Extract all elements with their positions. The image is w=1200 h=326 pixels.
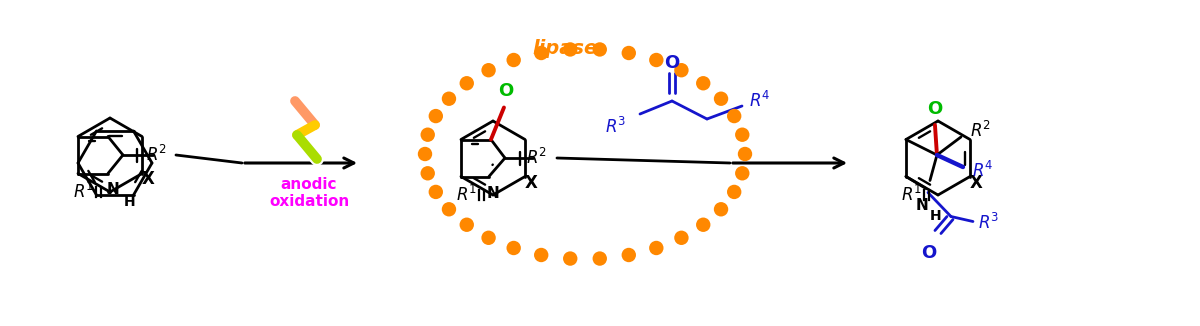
Circle shape [481,63,496,77]
Circle shape [736,166,750,181]
Circle shape [714,92,728,106]
Circle shape [622,46,636,60]
Circle shape [442,92,456,106]
Text: X: X [142,170,155,188]
Text: $R^1$: $R^1$ [456,185,478,205]
Circle shape [696,76,710,90]
Circle shape [727,109,742,123]
Circle shape [649,53,664,67]
Circle shape [420,127,434,142]
Text: $R^2$: $R^2$ [527,148,547,168]
Text: H: H [930,210,942,224]
Circle shape [736,127,750,142]
Text: $R^2$: $R^2$ [146,145,168,165]
Circle shape [534,46,548,60]
Circle shape [460,217,474,232]
Text: O: O [498,82,514,100]
Text: lipase: lipase [533,38,598,57]
Circle shape [420,166,434,181]
Circle shape [563,251,577,266]
Text: N: N [107,182,119,197]
Circle shape [674,63,689,77]
Text: X: X [524,173,538,191]
Circle shape [428,185,443,199]
Circle shape [460,76,474,90]
Text: anodic
oxidation: anodic oxidation [269,177,349,209]
Circle shape [593,251,607,266]
Text: N: N [486,186,499,201]
Circle shape [738,147,752,161]
Circle shape [622,248,636,262]
Circle shape [674,230,689,245]
Text: $R^2$: $R^2$ [971,121,991,141]
Text: $R^3$: $R^3$ [978,213,1000,232]
Text: X: X [970,173,983,191]
Circle shape [428,109,443,123]
Text: N: N [916,198,929,213]
Circle shape [506,241,521,255]
Circle shape [534,248,548,262]
Circle shape [442,202,456,216]
Circle shape [506,53,521,67]
Circle shape [649,241,664,255]
Circle shape [714,202,728,216]
Circle shape [696,217,710,232]
Text: $R^1$: $R^1$ [901,185,923,205]
Text: O: O [928,100,942,118]
Text: $R^1$: $R^1$ [73,182,95,202]
Circle shape [563,42,577,57]
Text: O: O [665,54,679,72]
Text: H: H [124,195,136,209]
Circle shape [727,185,742,199]
Circle shape [481,230,496,245]
Circle shape [593,42,607,57]
Circle shape [418,147,432,161]
Text: O: O [922,244,936,261]
Text: $R^3$: $R^3$ [605,117,626,137]
Text: $R^4$: $R^4$ [972,161,994,181]
Text: $R^4$: $R^4$ [749,91,770,111]
